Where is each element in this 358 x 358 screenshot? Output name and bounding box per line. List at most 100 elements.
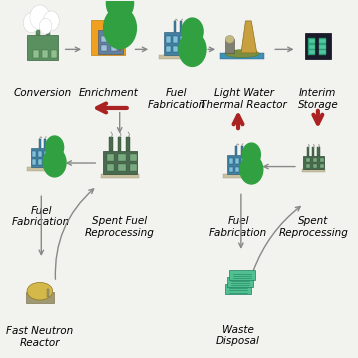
- Bar: [229, 158, 233, 164]
- Bar: [319, 45, 325, 49]
- Bar: [33, 151, 36, 157]
- Bar: [320, 164, 324, 168]
- Bar: [26, 292, 54, 303]
- Bar: [302, 169, 325, 172]
- Bar: [54, 163, 55, 169]
- Bar: [174, 21, 176, 32]
- Bar: [101, 36, 107, 42]
- Bar: [166, 46, 171, 52]
- Bar: [309, 39, 315, 43]
- Bar: [31, 148, 50, 167]
- Bar: [180, 36, 185, 43]
- Bar: [312, 147, 314, 156]
- Bar: [227, 155, 247, 174]
- Bar: [111, 45, 117, 50]
- Bar: [101, 45, 107, 50]
- Bar: [303, 156, 324, 169]
- Bar: [126, 137, 130, 151]
- Polygon shape: [227, 277, 253, 287]
- Bar: [33, 50, 39, 58]
- Bar: [107, 155, 114, 161]
- Bar: [103, 151, 137, 174]
- Polygon shape: [225, 284, 251, 294]
- Bar: [235, 166, 239, 172]
- Circle shape: [181, 18, 204, 46]
- Bar: [309, 50, 315, 54]
- Text: Fuel
Fabrication: Fuel Fabrication: [209, 216, 267, 238]
- Circle shape: [45, 135, 64, 159]
- Bar: [308, 38, 315, 55]
- Bar: [109, 137, 112, 151]
- Bar: [319, 50, 325, 54]
- Bar: [118, 155, 126, 161]
- Bar: [38, 151, 42, 157]
- Circle shape: [239, 155, 263, 185]
- Text: Light Water
Thermal Reactor: Light Water Thermal Reactor: [200, 88, 287, 110]
- Bar: [241, 166, 245, 172]
- Bar: [98, 30, 122, 54]
- Bar: [164, 32, 188, 55]
- Bar: [46, 23, 50, 35]
- Bar: [26, 167, 56, 171]
- Text: Spent
Reprocessing: Spent Reprocessing: [279, 216, 349, 238]
- Bar: [42, 50, 48, 58]
- Circle shape: [43, 147, 67, 178]
- Bar: [118, 137, 121, 151]
- Bar: [306, 158, 310, 162]
- Bar: [313, 158, 317, 162]
- Bar: [191, 50, 193, 57]
- Bar: [229, 166, 233, 172]
- Polygon shape: [229, 270, 255, 280]
- Circle shape: [242, 142, 261, 166]
- Bar: [44, 139, 46, 148]
- Bar: [33, 159, 36, 165]
- Bar: [130, 164, 137, 171]
- Bar: [225, 39, 234, 53]
- Bar: [309, 45, 315, 49]
- Text: Waste
Disposal: Waste Disposal: [216, 325, 260, 346]
- Bar: [159, 55, 194, 59]
- Circle shape: [43, 11, 59, 31]
- Bar: [44, 159, 48, 165]
- Bar: [306, 164, 310, 168]
- Bar: [305, 33, 331, 59]
- Bar: [27, 35, 58, 60]
- Bar: [107, 164, 114, 171]
- Bar: [47, 289, 49, 297]
- Polygon shape: [220, 53, 264, 59]
- Circle shape: [39, 19, 52, 34]
- Bar: [118, 164, 126, 171]
- Bar: [37, 23, 40, 35]
- Bar: [313, 164, 317, 168]
- Bar: [250, 170, 252, 176]
- Polygon shape: [241, 21, 257, 53]
- Ellipse shape: [225, 35, 234, 43]
- Circle shape: [106, 0, 134, 21]
- Text: Fuel
Fabrication: Fuel Fabrication: [147, 88, 206, 110]
- Bar: [91, 20, 125, 55]
- Bar: [44, 151, 48, 157]
- Bar: [180, 46, 185, 52]
- Text: Fuel
Fabrication: Fuel Fabrication: [12, 205, 71, 227]
- Bar: [241, 158, 245, 164]
- Text: Spent Fuel
Reprocessing: Spent Fuel Reprocessing: [85, 216, 155, 238]
- Bar: [119, 44, 121, 50]
- Bar: [51, 50, 57, 58]
- Circle shape: [23, 13, 39, 33]
- Text: Interim
Storage: Interim Storage: [297, 88, 338, 110]
- Bar: [320, 158, 324, 162]
- Ellipse shape: [27, 282, 53, 300]
- Ellipse shape: [225, 50, 259, 58]
- Bar: [318, 147, 320, 156]
- Bar: [235, 146, 237, 155]
- Bar: [241, 146, 243, 155]
- Bar: [166, 36, 171, 43]
- Bar: [319, 38, 326, 55]
- Bar: [173, 36, 178, 43]
- Bar: [235, 158, 239, 164]
- Bar: [38, 159, 42, 165]
- Circle shape: [30, 5, 50, 30]
- Bar: [111, 36, 117, 42]
- Bar: [223, 174, 253, 178]
- Text: Fast Neutron
Reactor: Fast Neutron Reactor: [6, 326, 73, 348]
